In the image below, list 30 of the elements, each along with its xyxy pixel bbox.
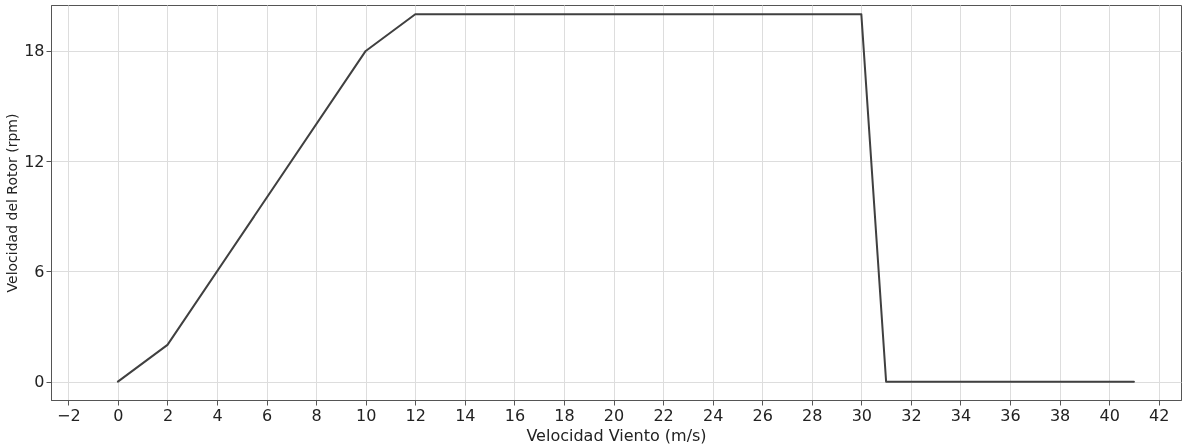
x-tick-label: 14 bbox=[455, 405, 476, 425]
x-tick-label: 22 bbox=[653, 405, 674, 425]
line-series bbox=[116, 13, 1135, 383]
x-tick-label: 24 bbox=[702, 405, 724, 425]
x-tick-label: 38 bbox=[1049, 405, 1071, 425]
x-tick-label: 36 bbox=[1000, 405, 1021, 425]
x-tick-label: 30 bbox=[851, 405, 873, 425]
x-tick-label: 26 bbox=[752, 405, 773, 425]
x-tick-label: 4 bbox=[212, 405, 223, 425]
x-tick-label: 40 bbox=[1099, 405, 1120, 425]
x-tick-label: 34 bbox=[950, 405, 972, 425]
x-tick-label: 8 bbox=[311, 405, 322, 425]
x-tick-label: 20 bbox=[603, 405, 625, 425]
x-tick-label: 0 bbox=[113, 405, 124, 425]
x-tick-label: 6 bbox=[262, 405, 273, 425]
y-tick-label: 12 bbox=[24, 151, 45, 171]
x-tick-label: 16 bbox=[504, 405, 526, 425]
y-tick-label: 6 bbox=[34, 261, 45, 281]
x-tick-label: 42 bbox=[1149, 405, 1170, 425]
x-tick-label: −2 bbox=[57, 405, 81, 425]
x-tick-label: 32 bbox=[901, 405, 922, 425]
x-axis-title: Velocidad Viento (m/s) bbox=[526, 425, 707, 445]
x-tick-label: 12 bbox=[405, 405, 426, 425]
x-tick-label: 18 bbox=[554, 405, 575, 425]
y-tick-label: 18 bbox=[24, 41, 45, 61]
x-tick-label: 10 bbox=[356, 405, 377, 425]
x-tick-label: 2 bbox=[162, 405, 174, 425]
y-axis-title: Velocidad del Rotor (rpm) bbox=[4, 113, 21, 293]
y-tick-label: 0 bbox=[34, 372, 45, 392]
x-tick-label: 28 bbox=[802, 405, 823, 425]
